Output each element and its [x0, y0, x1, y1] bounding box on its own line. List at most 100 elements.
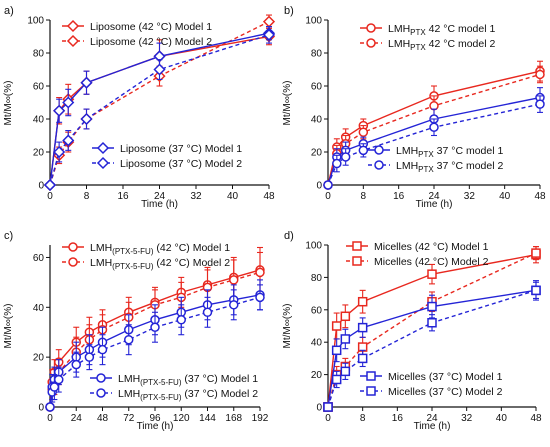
data-point [150, 322, 160, 332]
x-tick-label: 48 [530, 413, 542, 424]
x-tick-label: 0 [325, 191, 331, 202]
x-tick-label: 8 [361, 191, 367, 202]
x-tick-label: 16 [117, 191, 129, 202]
y-tick-label: 0 [38, 181, 44, 192]
y-tick-label: 100 [305, 241, 322, 252]
x-tick-label: 48 [263, 191, 275, 202]
x-tick-label: 24 [426, 413, 438, 424]
x-tick-label: 32 [464, 191, 476, 202]
data-point [45, 402, 55, 412]
data-point [357, 322, 368, 333]
x-tick-label: 0 [325, 413, 331, 424]
y-tick-label: 40 [33, 303, 45, 314]
data-point [340, 366, 351, 377]
data-point [84, 352, 95, 362]
data-point [62, 96, 75, 109]
x-tick-label: 0 [47, 191, 53, 202]
data-point [124, 334, 134, 345]
y-tick-label: 40 [311, 115, 323, 126]
chart-panel-4: d) 0 8 16 24 32 40 48 0 20 40 60 80 100 Time (h) Mt/M∞(… [282, 230, 542, 432]
legend-marker [96, 388, 106, 398]
data-point [357, 296, 368, 307]
data-point [80, 112, 93, 126]
data-point [202, 307, 213, 318]
legend-label: LMHPTX 37 °C model 2 [396, 160, 503, 174]
legend-label: Liposome (42 °C) Model 1 [90, 21, 212, 33]
y-tick-label: 80 [33, 49, 45, 60]
x-tick-label: 24 [428, 191, 440, 202]
legend: LMH(PTX-5-FU) (42 °C) Model 1LMH(PTX-5-F… [62, 242, 230, 271]
series-3 [43, 26, 276, 192]
data-point [427, 318, 437, 328]
series-line [49, 34, 270, 186]
data-point [54, 374, 64, 385]
legend-marker [352, 256, 362, 266]
legend-label: Liposome (37 °C) Model 1 [120, 143, 242, 155]
series-4 [45, 284, 265, 412]
y-tick-label: 100 [27, 16, 44, 27]
series-line [327, 252, 537, 408]
legend-marker [366, 386, 376, 396]
legend-label: Liposome (42 °C) Model 2 [90, 36, 212, 48]
y-tick-label: 20 [311, 370, 323, 381]
data-point [80, 76, 93, 89]
y-tick-label: 100 [305, 16, 322, 27]
series-line [327, 103, 541, 186]
data-point [153, 63, 166, 76]
data-point [331, 345, 342, 356]
data-point [49, 382, 60, 392]
data-point [427, 301, 437, 312]
series-4 [43, 26, 276, 192]
legend-label: LMHPTX 42 °C model 1 [388, 23, 495, 37]
x-tick-label: 16 [393, 191, 405, 202]
y-tick-label: 0 [38, 403, 44, 414]
legend-label: Micelles (37 °C) Model 1 [388, 371, 503, 383]
x-tick-label: 32 [190, 191, 202, 202]
y-tick-label: 0 [316, 403, 322, 414]
y-tick-label: 20 [311, 148, 323, 159]
x-tick-label: 24 [154, 191, 166, 202]
data-point [358, 127, 369, 137]
legend-label: LMH(PTX-5-FU) (42 °C) Model 1 [90, 242, 230, 256]
legend-label: Micelles (42 °C) Model 2 [374, 256, 489, 268]
data-point [229, 275, 239, 285]
data-point [427, 269, 437, 279]
x-tick-label: 32 [461, 413, 473, 424]
y-axis-label: Mt/M∞(%) [3, 304, 14, 349]
legend: Liposome (37 °C) Model 1 Liposome (37 °C)… [92, 141, 242, 170]
y-tick-label: 40 [33, 115, 45, 126]
data-point [62, 134, 75, 147]
data-point [71, 359, 81, 370]
data-point [176, 315, 186, 325]
x-tick-label: 8 [360, 413, 366, 424]
panel-label: d) [284, 230, 294, 242]
y-tick-label: 20 [33, 353, 45, 364]
legend-label: LMHPTX 42 °C model 2 [388, 38, 495, 52]
data-point [429, 122, 439, 132]
x-tick-label: 40 [227, 191, 239, 202]
series-line [327, 73, 541, 186]
y-axis-label: Mt/M∞(%) [282, 304, 293, 349]
chart-panel-1: a) 0 8 16 24 32 40 48 0 20 40 60 80 100 Time (h) Mt/M∞(… [3, 5, 276, 210]
y-tick-label: 0 [316, 181, 322, 192]
legend-marker [366, 371, 376, 381]
data-point [535, 69, 545, 80]
x-tick-label: 8 [84, 191, 90, 202]
data-point [340, 334, 351, 344]
x-axis-label: Time (h) [414, 421, 451, 432]
legend-marker [352, 241, 362, 251]
legend-marker [68, 242, 78, 252]
data-point [262, 15, 276, 28]
legend-marker [96, 156, 110, 170]
y-tick-label: 60 [33, 253, 45, 264]
x-tick-label: 192 [252, 413, 269, 424]
x-axis-label: Time (h) [141, 199, 178, 210]
data-point [531, 285, 541, 296]
legend-marker [366, 38, 376, 48]
chart-panel-2: b) 0 8 16 24 32 40 48 0 20 40 60 80 100 Time (h) Mt/M∞(… [282, 5, 546, 210]
legend-marker [96, 141, 110, 155]
legend-marker [96, 373, 106, 383]
y-tick-label: 60 [311, 305, 323, 316]
x-tick-label: 24 [71, 413, 83, 424]
data-point [340, 311, 351, 322]
